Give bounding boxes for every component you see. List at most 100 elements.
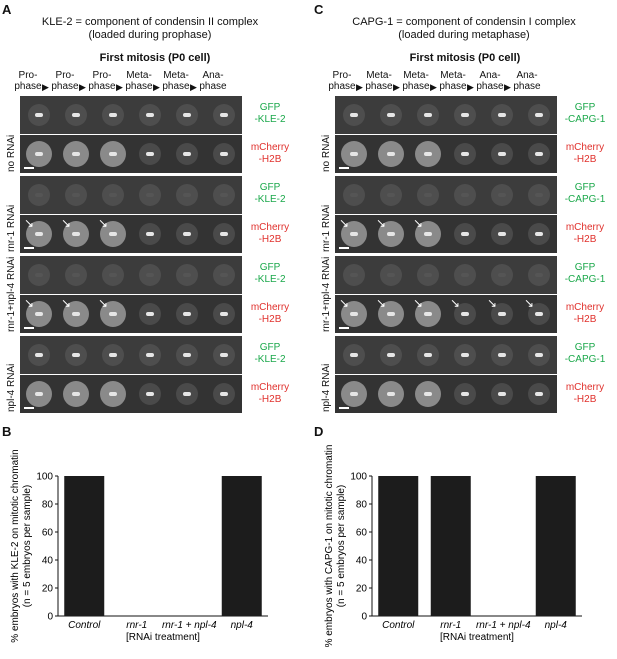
embryo-cell xyxy=(64,104,87,126)
y-axis-title-line1: % embryos with CAPG-1 on mitotic chromat… xyxy=(324,445,335,648)
arrow-pointer-icon: ↘ xyxy=(413,216,424,230)
bar xyxy=(64,476,105,616)
chromatin-mark xyxy=(460,353,469,357)
embryo-cell xyxy=(342,344,365,366)
embryo-cell xyxy=(379,104,402,126)
chromatin-mark xyxy=(108,392,117,396)
scale-bar xyxy=(24,167,34,169)
y-tick-label: 0 xyxy=(47,612,53,623)
chromatin-mark xyxy=(423,113,432,117)
chromatin-mark xyxy=(423,193,432,197)
phase-label: Meta- phase xyxy=(439,70,467,92)
scale-bar xyxy=(339,407,349,409)
chromatin-mark xyxy=(182,353,191,357)
embryo-cell xyxy=(379,264,402,286)
embryo-cell xyxy=(414,301,441,327)
x-category-label: rnr-1 + npl-4 xyxy=(162,620,217,631)
gfp-micrograph-strip xyxy=(335,96,557,134)
panel-c-labels: no RNAi GFP -CAPG-1 mCherry -H2B rnr-1 RNAi GF… xyxy=(315,96,615,412)
arrow-pointer-icon: ↘ xyxy=(376,296,387,310)
gfp-channel-label: GFP -CAPG-1 xyxy=(555,262,615,286)
chromatin-mark xyxy=(71,392,80,396)
embryo-cell xyxy=(527,344,550,366)
chromatin-mark xyxy=(34,273,43,277)
mcherry-micrograph-strip xyxy=(20,295,242,333)
rnai-row-label: npl-4 RNAi xyxy=(321,363,332,412)
y-tick-label: 20 xyxy=(356,584,368,595)
embryo-cell xyxy=(490,104,513,126)
chromatin-mark xyxy=(349,113,358,117)
phase-label: Pro- phase xyxy=(51,70,79,92)
embryo-cell xyxy=(138,104,161,126)
embryo-cell xyxy=(527,104,550,126)
embryo-cell xyxy=(490,383,513,405)
embryo-cell xyxy=(25,381,52,407)
embryo-cell xyxy=(99,141,126,167)
arrow-right-icon: ▶ xyxy=(356,82,363,92)
phase-label: Ana- phase xyxy=(513,70,541,92)
arrow-pointer-icon: ↘ xyxy=(24,216,35,230)
embryo-cell xyxy=(212,223,235,245)
rnai-row-label: rnr-1 RNAi xyxy=(321,204,332,252)
embryo-cell xyxy=(99,301,126,327)
mcherry-channel-label: mCherry -H2B xyxy=(240,142,300,166)
arrow-right-icon: ▶ xyxy=(42,82,49,92)
phase-label: Ana- phase xyxy=(476,70,504,92)
gfp-label-line: -CAPG-1 xyxy=(564,274,606,285)
embryo-cell xyxy=(342,184,365,206)
embryo-cell xyxy=(414,381,441,407)
gfp-channel-label: GFP -KLE-2 xyxy=(240,102,300,126)
embryo-cell xyxy=(212,303,235,325)
embryo-cell xyxy=(527,303,550,325)
mcherry-label-line: -H2B xyxy=(258,234,282,245)
chromatin-mark xyxy=(108,273,117,277)
chromatin-mark xyxy=(182,273,191,277)
gfp-label-line: GFP xyxy=(259,102,281,113)
gfp-micrograph-strip xyxy=(20,96,242,134)
y-tick-label: 20 xyxy=(42,584,54,595)
mcherry-channel-label: mCherry -H2B xyxy=(240,382,300,406)
chromatin-mark xyxy=(219,353,228,357)
embryo-cell xyxy=(62,381,89,407)
gfp-label-line: GFP xyxy=(574,102,596,113)
embryo-cell xyxy=(27,344,50,366)
chromatin-mark xyxy=(534,353,543,357)
gfp-micrograph-strip xyxy=(335,336,557,374)
embryo-cell xyxy=(490,184,513,206)
phase-label: Pro- phase xyxy=(328,70,356,92)
phase-label: Meta- phase xyxy=(162,70,190,92)
embryo-cell xyxy=(138,143,161,165)
chromatin-mark xyxy=(219,193,228,197)
chromatin-mark xyxy=(145,113,154,117)
mcherry-micrograph-strip xyxy=(20,375,242,413)
rnai-row-label: no RNAi xyxy=(6,134,17,172)
embryo-cell xyxy=(414,141,441,167)
scale-bar xyxy=(24,407,34,409)
gfp-channel-label: GFP -CAPG-1 xyxy=(555,182,615,206)
mcherry-channel-label: mCherry -H2B xyxy=(555,142,615,166)
mcherry-micrograph-strip xyxy=(335,135,557,173)
chromatin-mark xyxy=(145,232,154,236)
panel-a-title: KLE-2 = component of condensin II comple… xyxy=(0,16,300,42)
rnai-row-label: no RNAi xyxy=(321,134,332,172)
embryo-cell xyxy=(212,264,235,286)
chromatin-mark xyxy=(386,152,395,156)
embryo-cell xyxy=(138,303,161,325)
arrow-pointer-icon: ↘ xyxy=(413,296,424,310)
y-tick-label: 100 xyxy=(350,472,367,483)
y-tick-label: 100 xyxy=(36,472,53,483)
embryo-cell xyxy=(453,344,476,366)
mcherry-channel-label: mCherry -H2B xyxy=(555,222,615,246)
embryo-cell xyxy=(175,104,198,126)
embryo-cell xyxy=(212,104,235,126)
chromatin-mark xyxy=(108,353,117,357)
panel-c-phase-row: Pro- phase ▶ Meta- phase ▶ Meta- phase ▶ Meta-… xyxy=(324,70,574,96)
embryo-cell xyxy=(416,104,439,126)
gfp-label-line: GFP xyxy=(574,342,596,353)
embryo-cell xyxy=(453,264,476,286)
chromatin-mark xyxy=(349,193,358,197)
chromatin-mark xyxy=(349,392,358,396)
embryo-cell xyxy=(340,301,367,327)
embryo-cell xyxy=(138,184,161,206)
chromatin-mark xyxy=(497,193,506,197)
